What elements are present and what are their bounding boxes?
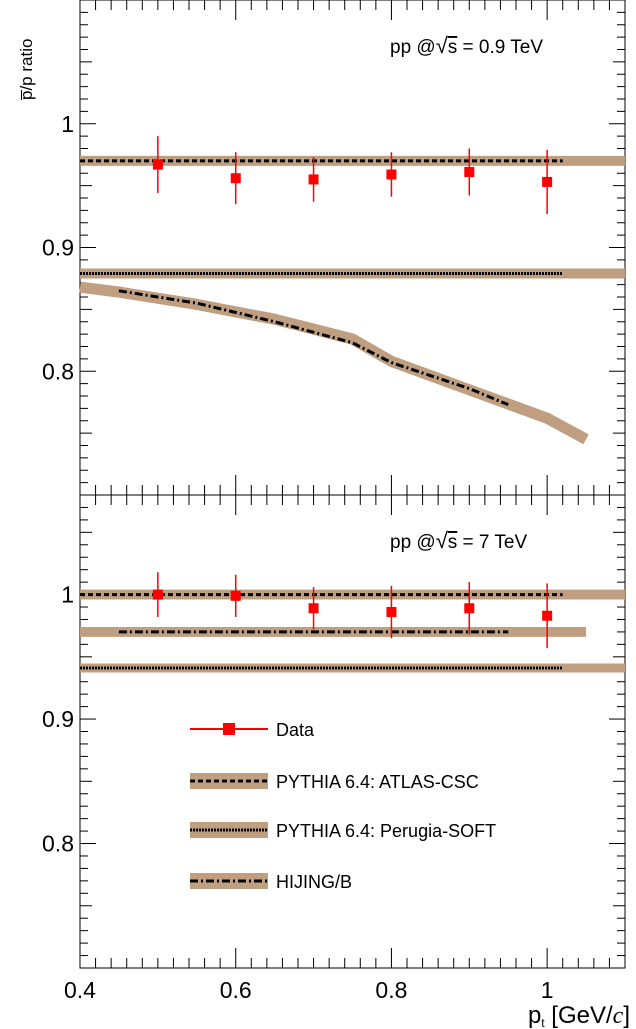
panel-1: 0.8 0.9 1 pp @√s = 0.9 TeV (42, 0, 626, 496)
x-axis-label: pt [GeV/c] (528, 1002, 630, 1029)
panel-annotation: pp @√s = 7 TeV (390, 528, 528, 553)
data-point (542, 176, 553, 187)
legend-label-atlas: PYTHIA 6.4: ATLAS-CSC (276, 772, 479, 792)
panel-2: 0.8 0.9 1 0.4 0.6 0.8 1 pp @√s = 7 TeV (42, 494, 626, 1003)
x-axis-label-sub: t (541, 1016, 545, 1029)
x-tick-label: 1 (541, 977, 554, 1003)
panel-frame (79, 494, 626, 969)
x-axis-label-p: p (528, 1002, 541, 1029)
panel-annotation-part: = 7 TeV (457, 532, 527, 553)
y-tick-label: 0.8 (42, 358, 74, 384)
x-tick-label: 0.8 (375, 977, 407, 1003)
x-tick-label: 0.6 (220, 977, 252, 1003)
data-point (230, 590, 241, 601)
legend-label-perugia: PYTHIA 6.4: Perugia-SOFT (276, 821, 496, 841)
x-axis-label-units: [GeV/ (545, 1002, 613, 1029)
data-point (152, 589, 163, 600)
x-axis-label-c: c (613, 1003, 624, 1029)
panel-annotation: pp @√s = 0.9 TeV (390, 33, 543, 58)
legend: Data PYTHIA 6.4: ATLAS-CSC PYTHIA 6.4: Per… (190, 720, 496, 892)
legend-data-marker (223, 723, 235, 735)
panel-annotation-part: √ (436, 33, 449, 58)
x-axis-label-close: ] (623, 1002, 630, 1029)
data-point (230, 173, 241, 184)
y-axis-label: p̅/p ratio (17, 39, 36, 100)
data-point (308, 603, 319, 614)
panel-annotation-part: pp @ (390, 37, 436, 58)
data-point (542, 610, 553, 621)
y-tick-label: 1 (61, 111, 74, 137)
y-tick-label: 0.9 (42, 706, 74, 732)
x-tick-label: 0.4 (64, 977, 96, 1003)
panel-annotation-part: = 0.9 TeV (457, 37, 543, 58)
band-hijing (79, 281, 589, 445)
panel-annotation-part: pp @ (390, 532, 436, 553)
panel-annotation-part: s (448, 37, 458, 58)
data-point (386, 169, 397, 180)
panel-annotation-part: s (448, 532, 458, 553)
legend-band-atlas (190, 773, 268, 789)
panel-annotation-part: √ (436, 528, 449, 553)
data-point (464, 603, 475, 614)
legend-label-hijing: HIJING/B (276, 872, 352, 892)
legend-label-data: Data (276, 720, 315, 740)
data-point (308, 174, 319, 185)
data-point (464, 167, 475, 178)
y-tick-label: 1 (61, 582, 74, 608)
y-tick-label: 0.8 (42, 831, 74, 857)
data-point (152, 159, 163, 170)
data-point (386, 607, 397, 618)
y-tick-label: 0.9 (42, 235, 74, 261)
